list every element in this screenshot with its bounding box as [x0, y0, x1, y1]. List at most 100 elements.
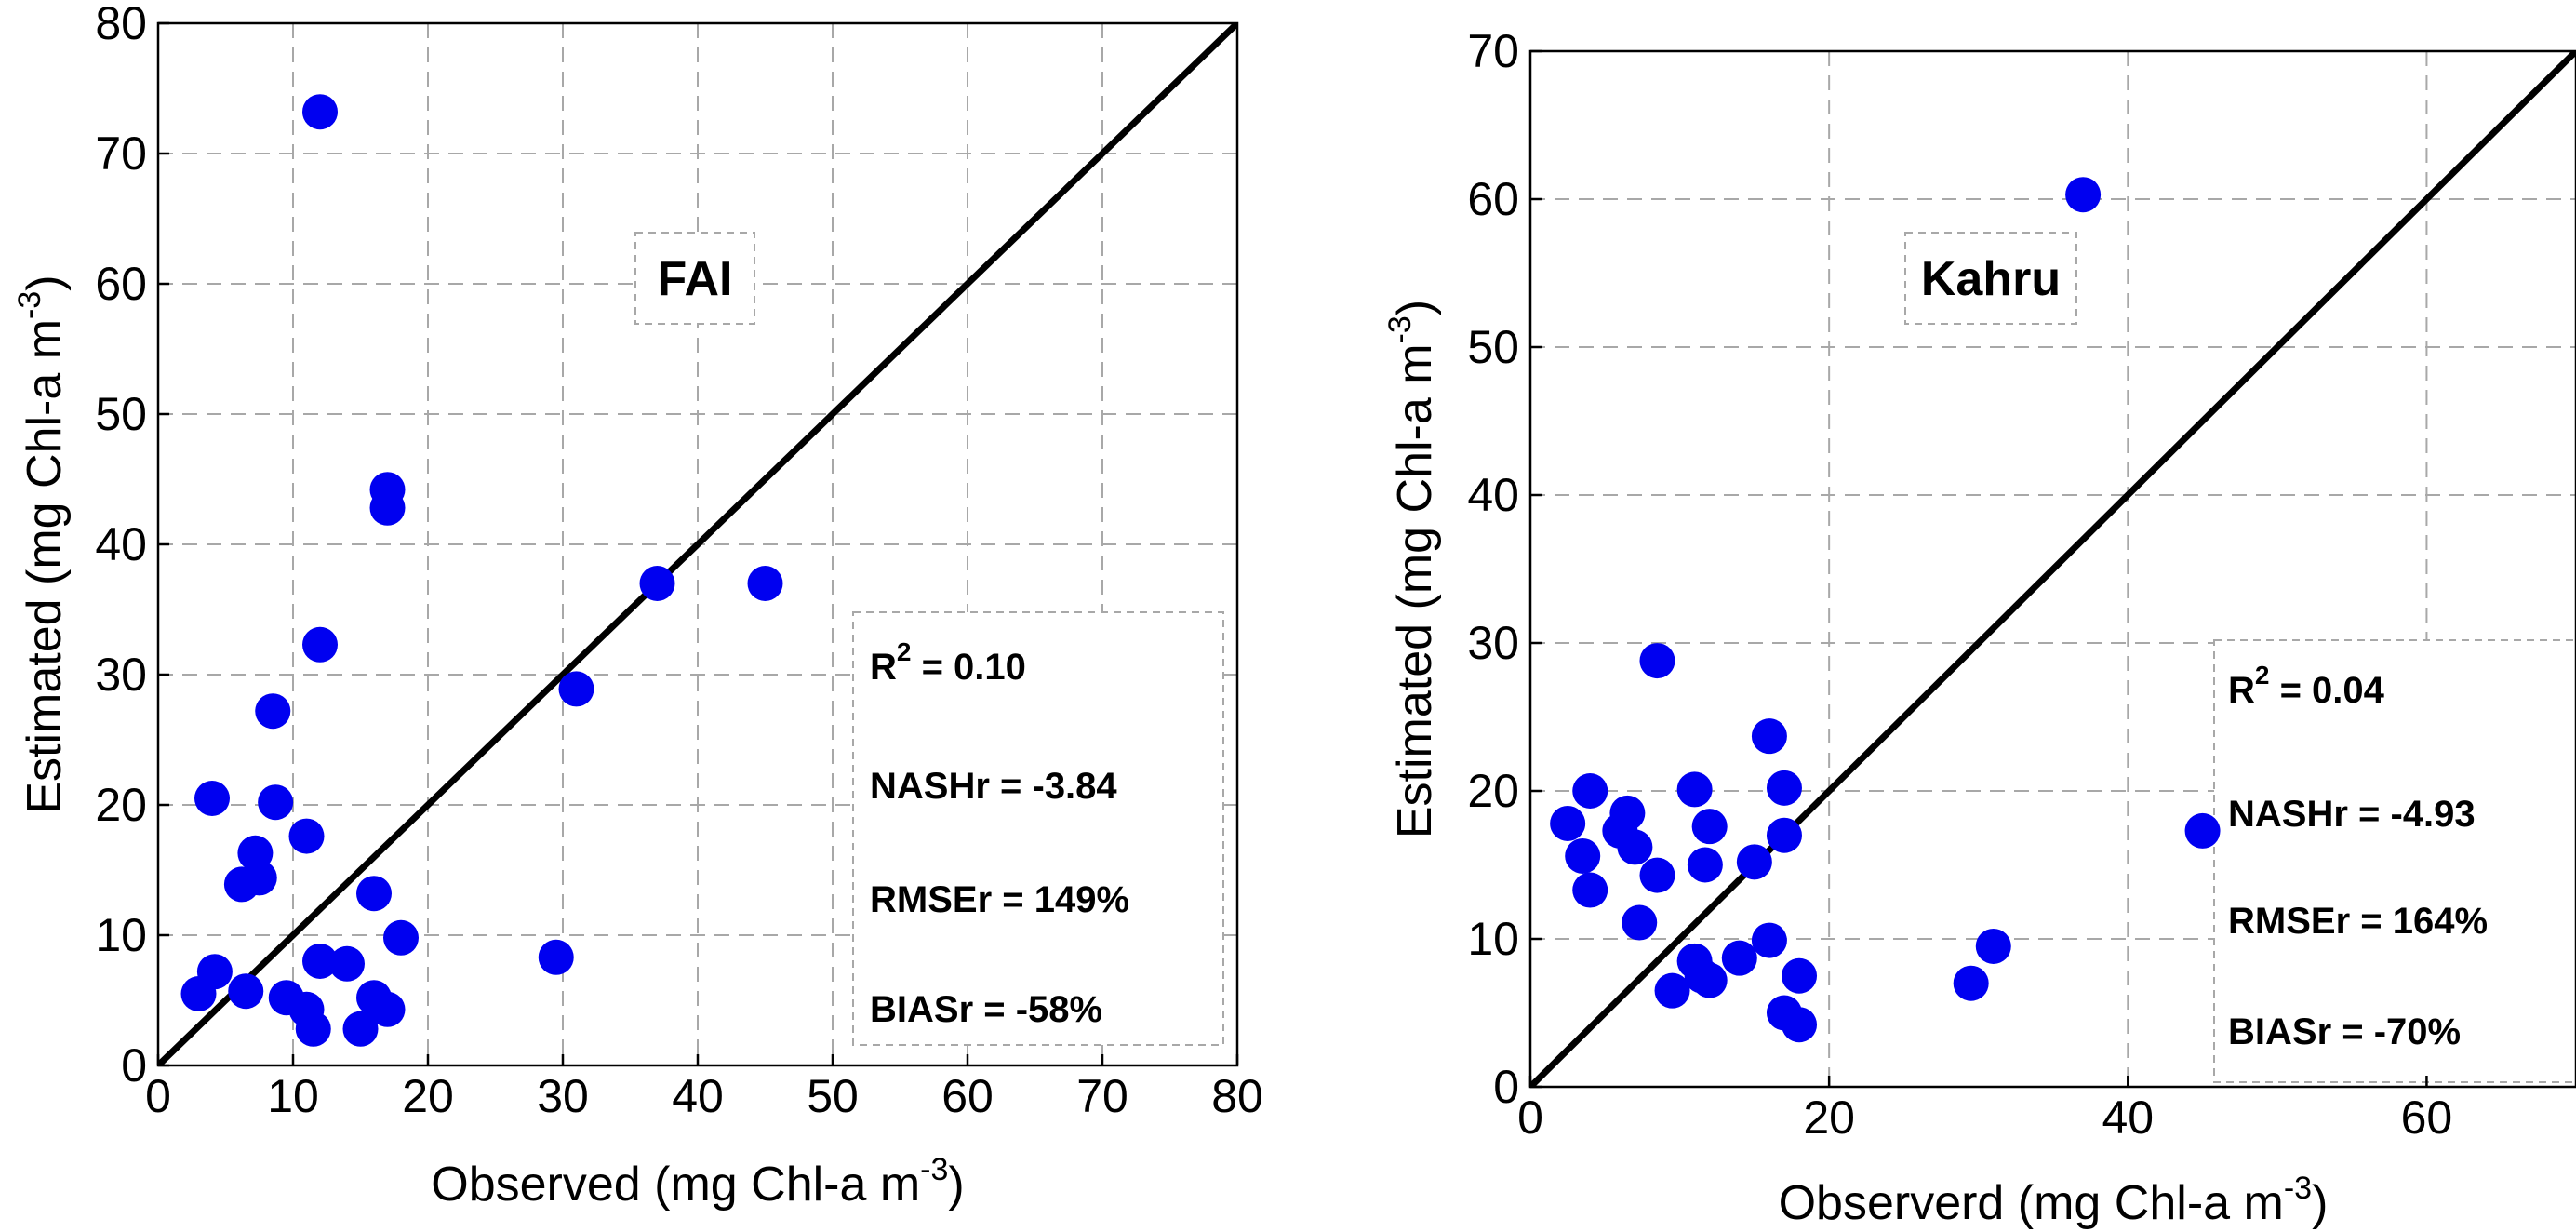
stat-r2: R2 = 0.10	[870, 637, 1026, 688]
data-point	[1687, 847, 1723, 883]
y-tick-label: 20	[95, 779, 147, 831]
data-point	[747, 566, 783, 601]
data-point	[558, 671, 594, 707]
data-point	[1691, 809, 1728, 845]
stat-nash: NASHr = -3.84	[870, 766, 1117, 807]
x-tick-label: 50	[807, 1070, 859, 1122]
data-point	[1617, 829, 1653, 865]
data-point	[329, 945, 365, 982]
data-point	[369, 991, 406, 1027]
data-point	[295, 1011, 331, 1047]
y-tick-label: 80	[95, 0, 147, 49]
x-tick-label: 20	[1803, 1091, 1855, 1144]
x-tick-label: 40	[2102, 1091, 2154, 1144]
x-tick-label: 10	[267, 1070, 319, 1122]
data-point	[1572, 773, 1608, 809]
data-point	[1782, 957, 1818, 994]
stat-rmse: RMSEr = 164%	[2228, 901, 2488, 942]
y-tick-label: 50	[95, 388, 147, 440]
x-tick-label: 0	[145, 1070, 171, 1122]
data-point	[2184, 812, 2221, 849]
data-point	[1565, 837, 1601, 874]
x-tick-label: 60	[941, 1070, 994, 1122]
x-tick-label: 30	[537, 1070, 589, 1122]
data-point	[228, 973, 264, 1010]
y-tick-label: 10	[1467, 913, 1519, 965]
y-tick-label: 0	[1493, 1061, 1519, 1113]
data-point	[1953, 965, 1989, 1001]
data-point	[302, 944, 338, 979]
x-axis-label: Observed (mg Chl-a m-3)	[431, 1152, 964, 1212]
data-point	[1975, 928, 2011, 964]
title-box	[1904, 232, 2077, 325]
data-point	[639, 566, 675, 601]
x-tick-label: 70	[1076, 1070, 1128, 1122]
y-tick-label: 60	[95, 258, 147, 310]
stat-bias: BIASr = -58%	[870, 989, 1102, 1030]
one-to-one-line	[158, 23, 1237, 1065]
y-tick-label: 10	[95, 909, 147, 961]
data-point	[356, 876, 392, 912]
stat-r2: R2 = 0.04	[2228, 661, 2385, 711]
data-point	[1766, 817, 1802, 853]
y-tick-label: 70	[1467, 25, 1519, 77]
data-point	[1639, 857, 1675, 893]
stat-nash: NASHr = -4.93	[2228, 794, 2476, 835]
title-box	[634, 232, 755, 325]
data-point	[1751, 718, 1787, 755]
data-point	[1721, 940, 1757, 976]
stats-box	[2213, 639, 2576, 1083]
data-point	[1639, 643, 1675, 679]
x-tick-label: 40	[672, 1070, 724, 1122]
data-point	[1550, 805, 1586, 841]
y-tick-label: 60	[1467, 173, 1519, 225]
y-tick-label: 70	[95, 127, 147, 180]
y-tick-label: 40	[1467, 469, 1519, 521]
data-point	[1736, 844, 1772, 880]
plot-frame	[1528, 49, 2576, 1089]
y-tick-label: 50	[1467, 321, 1519, 373]
data-point	[302, 626, 338, 663]
data-point	[1751, 922, 1787, 958]
y-axis-label: Estimated (mg Chl-a m-3)	[1382, 300, 1442, 838]
data-point	[383, 919, 419, 956]
data-point	[180, 976, 217, 1011]
data-point	[342, 1011, 379, 1047]
panel-kahru: Kahru R2 = 0.04 NASHr = -4.93 RMSEr = 164% B…	[1382, 25, 2576, 1230]
data-point	[302, 94, 338, 130]
data-point	[369, 489, 406, 526]
data-point	[255, 693, 291, 730]
panel-title: Kahru	[1921, 252, 2061, 306]
y-axis-label: Estimated (mg Chl-a m-3)	[12, 275, 72, 813]
data-point	[288, 818, 325, 854]
y-tick-label: 0	[121, 1039, 147, 1091]
panel-title: FAI	[658, 252, 733, 306]
x-tick-label: 80	[1211, 1070, 1263, 1122]
x-axis-label: Observerd (mg Chl-a m-3)	[1779, 1171, 2329, 1230]
stat-bias: BIASr = -70%	[2228, 1011, 2461, 1052]
data-point	[1691, 962, 1728, 998]
x-tick-label: 20	[402, 1070, 454, 1122]
y-tick-label: 30	[1467, 617, 1519, 669]
y-tick-label: 20	[1467, 765, 1519, 817]
panel-fai: FAI R2 = 0.10 NASHr = -3.84 RMSEr = 149% BIA…	[12, 0, 1263, 1212]
data-point	[538, 939, 574, 975]
data-point	[1676, 771, 1713, 808]
data-point	[1622, 904, 1658, 941]
data-point	[1654, 972, 1690, 1009]
data-point	[1782, 1007, 1818, 1043]
x-tick-label: 0	[1517, 1091, 1543, 1144]
one-to-one-line	[1530, 51, 2576, 1087]
data-point	[258, 784, 294, 821]
y-tick-label: 40	[95, 518, 147, 570]
stats-box	[852, 611, 1224, 1046]
data-point	[2065, 177, 2102, 213]
stat-rmse: RMSEr = 149%	[870, 879, 1129, 920]
data-point	[223, 866, 260, 903]
x-tick-label: 60	[2401, 1091, 2453, 1144]
data-point	[1766, 770, 1802, 806]
data-point	[194, 781, 230, 816]
data-point	[1572, 872, 1608, 908]
y-tick-label: 30	[95, 649, 147, 701]
